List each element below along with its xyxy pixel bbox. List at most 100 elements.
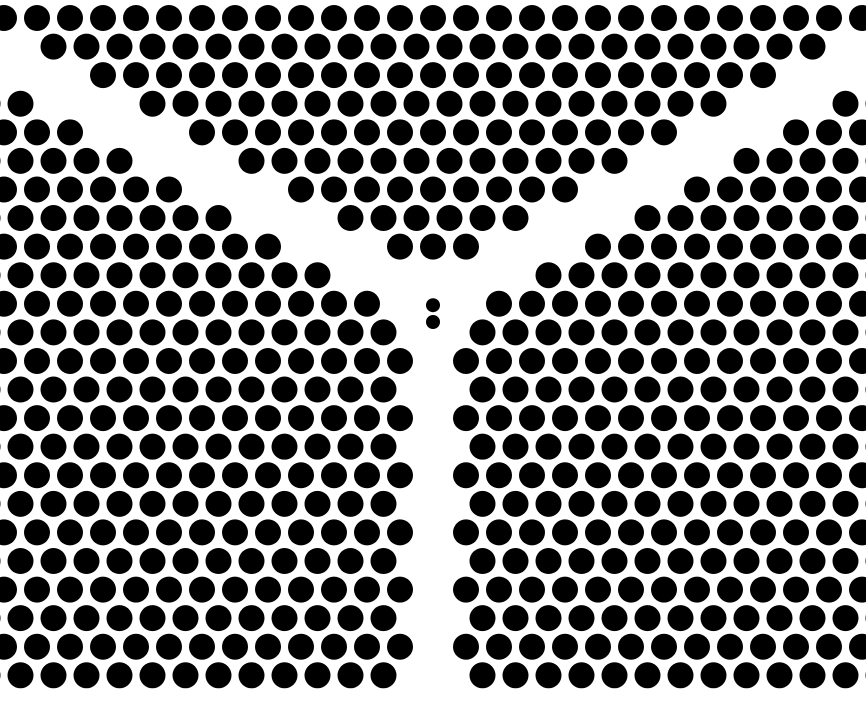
- lattice-dot: [107, 205, 133, 231]
- lattice-dot: [255, 519, 281, 545]
- lattice-dot: [833, 319, 859, 345]
- lattice-dot: [734, 377, 760, 403]
- lattice-dot: [156, 462, 182, 488]
- lattice-dot: [668, 491, 694, 517]
- lattice-dot: [618, 62, 644, 88]
- lattice-dot: [816, 176, 842, 202]
- lattice-dot: [618, 348, 644, 374]
- lattice-dot: [239, 34, 265, 60]
- lattice-dot: [90, 348, 116, 374]
- lattice-dot: [222, 462, 248, 488]
- lattice-dot: [90, 234, 116, 260]
- lattice-dot: [239, 548, 265, 574]
- lattice-dot: [0, 605, 1, 631]
- lattice-dot: [536, 434, 562, 460]
- lattice-dot: [734, 319, 760, 345]
- lattice-dot: [602, 34, 628, 60]
- lattice-dot: [107, 662, 133, 688]
- lattice-dot: [750, 5, 776, 31]
- lattice-dot: [354, 62, 380, 88]
- lattice-dot: [255, 634, 281, 660]
- lattice-dot: [651, 577, 677, 603]
- lattice-dot: [156, 234, 182, 260]
- lattice-dot: [123, 234, 149, 260]
- lattice-dot: [123, 62, 149, 88]
- lattice-dot: [668, 205, 694, 231]
- lattice-dot: [0, 205, 1, 231]
- lattice-dot: [173, 548, 199, 574]
- lattice-dot: [338, 205, 364, 231]
- lattice-dot: [24, 5, 50, 31]
- lattice-dot: [338, 34, 364, 60]
- lattice-dot: [239, 491, 265, 517]
- lattice-dot: [701, 662, 727, 688]
- lattice-dot: [767, 605, 793, 631]
- lattice-dot: [156, 519, 182, 545]
- lattice-dot: [338, 319, 364, 345]
- lattice-dot: [717, 577, 743, 603]
- lattice-dot: [668, 319, 694, 345]
- lattice-dot: [140, 662, 166, 688]
- lattice-dot: [651, 5, 677, 31]
- lattice-dot: [173, 319, 199, 345]
- lattice-dot: [618, 291, 644, 317]
- lattice-dot: [569, 319, 595, 345]
- lattice-dot: [536, 662, 562, 688]
- lattice-dot: [486, 119, 512, 145]
- lattice-dot: [305, 377, 331, 403]
- lattice-dot: [536, 148, 562, 174]
- lattice-dot: [371, 205, 397, 231]
- lattice-dot: [420, 62, 446, 88]
- lattice-dot: [354, 348, 380, 374]
- lattice-dot: [255, 119, 281, 145]
- lattice-dot: [156, 291, 182, 317]
- lattice-dot: [750, 462, 776, 488]
- lattice-dot: [338, 662, 364, 688]
- lattice-dot: [354, 176, 380, 202]
- lattice-dot: [255, 405, 281, 431]
- lattice-dot: [24, 291, 50, 317]
- lattice-dot: [684, 291, 710, 317]
- lattice-dot: [288, 119, 314, 145]
- lattice-dot: [0, 262, 1, 288]
- lattice-dot: [701, 319, 727, 345]
- lattice-dot: [387, 119, 413, 145]
- lattice-dot: [552, 348, 578, 374]
- junction-defect-dot: [426, 298, 440, 312]
- lattice-dot: [123, 462, 149, 488]
- lattice-dot: [816, 5, 842, 31]
- lattice-dot: [684, 348, 710, 374]
- lattice-dot: [717, 234, 743, 260]
- lattice-dot: [552, 462, 578, 488]
- lattice-dot: [8, 491, 34, 517]
- lattice-dot: [618, 634, 644, 660]
- lattice-dot: [437, 205, 463, 231]
- lattice-dot: [305, 662, 331, 688]
- lattice-dot: [800, 319, 826, 345]
- lattice-dot: [156, 405, 182, 431]
- lattice-dot: [585, 348, 611, 374]
- lattice-dot: [503, 205, 529, 231]
- lattice-dot: [140, 377, 166, 403]
- lattice-dot: [288, 62, 314, 88]
- lattice-dot: [536, 491, 562, 517]
- lattice-dot: [0, 662, 1, 688]
- lattice-dot: [453, 119, 479, 145]
- lattice-dot: [140, 34, 166, 60]
- lattice-dot: [57, 5, 83, 31]
- lattice-dot: [552, 634, 578, 660]
- lattice-dot: [750, 62, 776, 88]
- lattice-dot: [107, 548, 133, 574]
- lattice-dot: [783, 176, 809, 202]
- photonic-crystal-lattice: [0, 0, 866, 724]
- lattice-dot: [833, 434, 859, 460]
- lattice-dot: [717, 348, 743, 374]
- lattice-dot: [684, 234, 710, 260]
- lattice-dot: [74, 262, 100, 288]
- lattice-dot: [272, 91, 298, 117]
- lattice-dot: [387, 577, 413, 603]
- lattice-dot: [618, 234, 644, 260]
- lattice-dot: [206, 91, 232, 117]
- lattice-dot: [222, 234, 248, 260]
- lattice-dot: [701, 605, 727, 631]
